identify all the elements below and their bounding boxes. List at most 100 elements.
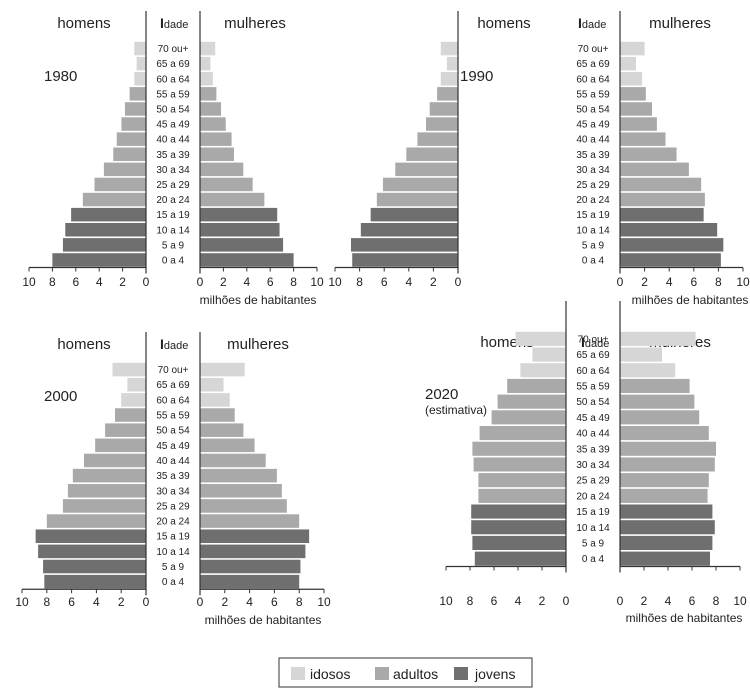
bar-women-45-a-49 — [200, 117, 226, 131]
bar-women-20-a-24 — [620, 488, 708, 503]
age-label: 40 a 44 — [576, 429, 610, 440]
bar-men-40-a-44 — [116, 132, 146, 146]
tick-label: 6 — [72, 275, 79, 289]
year-label: 1990 — [460, 68, 493, 85]
bar-men-5-a-9 — [43, 559, 146, 574]
age-header: Idade — [581, 334, 609, 350]
bar-women-65-a-69 — [200, 56, 211, 71]
bar-women-50-a-54 — [620, 102, 652, 116]
year-label: 1980 — [44, 68, 77, 85]
age-label: 35 a 39 — [156, 471, 190, 482]
axis-unit-label: milhões de habitantes — [205, 613, 322, 627]
tick-label: 4 — [405, 275, 412, 289]
tick-label: 6 — [267, 275, 274, 289]
women-header: mulheres — [649, 15, 711, 32]
bar-women-45-a-49 — [200, 438, 255, 453]
bar-women-20-a-24 — [200, 514, 300, 528]
year-label: 2020 — [425, 386, 458, 403]
bar-men-60-a-64 — [134, 72, 146, 86]
bar-women-0-a-4 — [200, 574, 300, 589]
men-header: homens — [57, 336, 110, 353]
tick-label: 10 — [733, 594, 747, 608]
age-label: 55 a 59 — [576, 381, 610, 392]
bar-women-40-a-44 — [200, 453, 266, 468]
bar-women-10-a-14 — [200, 544, 306, 559]
legend-swatch-jovens — [454, 667, 468, 680]
tick-label: 0 — [563, 594, 570, 608]
tick-label: 10 — [317, 595, 331, 609]
age-label: 65 a 69 — [156, 380, 190, 391]
bar-men-55-a-59 — [437, 87, 458, 101]
bar-men-10-a-14 — [65, 223, 146, 237]
bar-women-0-a-4 — [200, 253, 294, 267]
bar-women-70-ou+ — [200, 41, 216, 56]
bar-men-5-a-9 — [472, 535, 566, 550]
bar-men-20-a-24 — [82, 192, 146, 207]
age-label: 0 a 4 — [582, 255, 605, 266]
tick-label: 0 — [617, 275, 624, 289]
bar-men-20-a-24 — [478, 488, 566, 503]
tick-label: 0 — [143, 275, 150, 289]
bar-women-40-a-44 — [620, 132, 666, 146]
bar-men-15-a-19 — [35, 529, 146, 543]
tick-label: 10 — [736, 275, 750, 289]
bar-women-40-a-44 — [200, 132, 232, 146]
bar-women-65-a-69 — [620, 347, 662, 362]
age-label: 50 a 54 — [576, 104, 610, 115]
bar-men-0-a-4 — [474, 551, 566, 566]
bar-women-50-a-54 — [620, 394, 695, 409]
bar-women-5-a-9 — [620, 238, 724, 252]
bar-women-35-a-39 — [620, 441, 716, 456]
tick-label: 2 — [118, 595, 125, 609]
axis-unit-label: milhões de habitantes — [632, 293, 749, 307]
bar-women-15-a-19 — [200, 207, 278, 222]
age-label: 30 a 34 — [576, 460, 610, 471]
age-header: Idade — [160, 15, 188, 31]
bar-women-5-a-9 — [200, 559, 301, 574]
age-label: 35 a 39 — [576, 444, 610, 455]
tick-label: 0 — [197, 595, 204, 609]
bar-women-25-a-29 — [200, 499, 287, 513]
bar-men-15-a-19 — [370, 207, 458, 222]
bar-women-60-a-64 — [620, 363, 676, 378]
bar-men-30-a-34 — [395, 162, 458, 177]
age-label: 40 a 44 — [156, 456, 190, 467]
tick-label: 10 — [439, 594, 453, 608]
tick-label: 8 — [49, 275, 56, 289]
age-label: 45 a 49 — [576, 413, 610, 424]
age-label: 40 a 44 — [156, 135, 190, 146]
tick-label: 2 — [430, 275, 437, 289]
men-header: homens — [477, 15, 530, 32]
age-label: 5 a 9 — [582, 240, 605, 251]
tick-label: 2 — [539, 594, 546, 608]
bar-women-60-a-64 — [200, 72, 213, 86]
bar-men-5-a-9 — [350, 238, 458, 252]
age-label: 60 a 64 — [576, 74, 610, 85]
bar-men-45-a-49 — [121, 117, 146, 131]
bar-women-0-a-4 — [620, 253, 721, 267]
bar-women-65-a-69 — [200, 377, 224, 392]
age-label: 30 a 34 — [156, 165, 190, 176]
bar-women-60-a-64 — [620, 72, 643, 86]
tick-label: 2 — [220, 275, 227, 289]
age-label: 0 a 4 — [162, 577, 185, 588]
bar-men-0-a-4 — [44, 574, 146, 589]
age-label: 0 a 4 — [162, 255, 185, 266]
bar-women-35-a-39 — [200, 147, 234, 161]
age-label: 15 a 19 — [156, 532, 190, 543]
age-label: 50 a 54 — [156, 104, 190, 115]
legend-swatch-adultos — [375, 667, 389, 680]
bar-men-10-a-14 — [38, 544, 147, 559]
pyramid-2020: homensmulheresIdade2020(estimativa)0 a 4… — [425, 301, 747, 625]
axis-unit-label: milhões de habitantes — [200, 293, 317, 307]
age-label: 15 a 19 — [576, 210, 610, 221]
tick-label: 4 — [246, 595, 253, 609]
age-label: 70 ou+ — [578, 44, 609, 55]
age-label: 35 a 39 — [156, 150, 190, 161]
bar-men-50-a-54 — [429, 102, 458, 116]
bar-women-25-a-29 — [620, 177, 702, 192]
tick-label: 0 — [617, 594, 624, 608]
tick-label: 8 — [290, 275, 297, 289]
women-header: mulheres — [224, 15, 286, 32]
age-label: 10 a 14 — [156, 225, 190, 236]
